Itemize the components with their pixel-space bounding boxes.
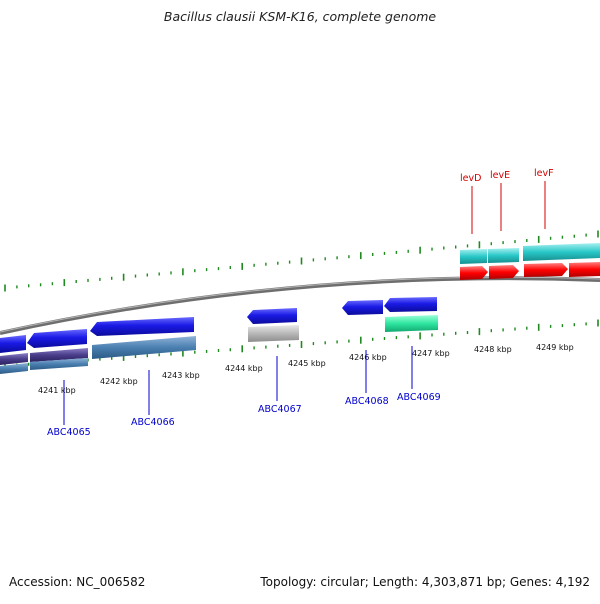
scale-label: 4244 kbp xyxy=(225,364,263,373)
gene-arrow xyxy=(0,335,26,353)
gene-arrow xyxy=(524,263,568,277)
map-title: Bacillus clausii KSM-K16, complete genom… xyxy=(163,9,437,24)
accession-text: Accession: NC_006582 xyxy=(9,575,146,589)
gene-arrow xyxy=(247,308,297,324)
gene-box xyxy=(460,249,487,264)
gene-box xyxy=(0,363,28,374)
gene-track-forward xyxy=(460,243,600,280)
gene-label: ABC4067 xyxy=(258,404,302,415)
scale-label: 4248 kbp xyxy=(474,345,512,354)
gene-arrow xyxy=(489,265,519,279)
lev-callouts: levD levE levF xyxy=(460,168,554,234)
scale-label: 4246 kbp xyxy=(349,353,387,362)
gene-label: ABC4069 xyxy=(397,392,441,403)
scale-label: 4243 kbp xyxy=(162,371,200,380)
gene-arrow xyxy=(384,297,437,312)
gene-callouts: ABC4065 ABC4066 ABC4067 ABC4068 ABC4069 xyxy=(47,346,441,438)
gene-box xyxy=(0,353,28,365)
gene-box xyxy=(30,358,88,370)
scale-labels: 4241 kbp 4242 kbp 4243 kbp 4244 kbp 4245 kbp… xyxy=(38,343,574,395)
gene-box xyxy=(385,315,438,332)
scale-label: 4245 kbp xyxy=(288,359,326,368)
scale-label: 4242 kbp xyxy=(100,377,138,386)
gene-name-label: levF xyxy=(534,168,554,179)
gene-label: ABC4065 xyxy=(47,427,91,438)
outer-tick-track xyxy=(4,230,599,292)
gene-box xyxy=(488,248,519,263)
genome-summary-text: Topology: circular; Length: 4,303,871 bp… xyxy=(260,575,590,589)
gene-box xyxy=(248,325,299,342)
gene-box xyxy=(92,336,196,359)
scale-label: 4241 kbp xyxy=(38,386,76,395)
scale-label: 4247 kbp xyxy=(412,349,450,358)
gene-box xyxy=(569,262,600,277)
gene-arrow xyxy=(342,300,383,315)
scale-label: 4249 kbp xyxy=(536,343,574,352)
gene-arrow xyxy=(90,317,194,336)
gene-arrow xyxy=(27,329,87,348)
gene-name-label: levE xyxy=(490,170,510,181)
gene-name-label: levD xyxy=(460,173,481,184)
gene-box xyxy=(523,243,600,261)
gene-label: ABC4068 xyxy=(345,396,389,407)
gene-arrow xyxy=(460,266,488,280)
genome-backbone-highlight xyxy=(0,276,600,333)
gene-box xyxy=(30,348,88,362)
gene-track-reverse xyxy=(0,297,438,374)
genome-backbone xyxy=(0,276,600,335)
gene-label: ABC4066 xyxy=(131,417,175,428)
